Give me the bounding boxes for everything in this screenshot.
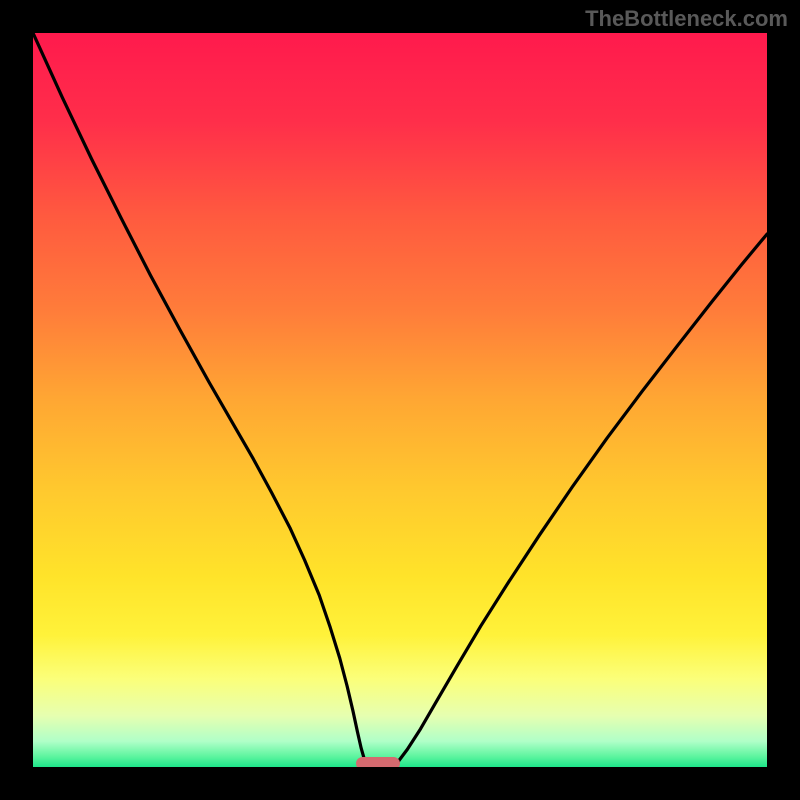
watermark-text: TheBottleneck.com — [585, 6, 788, 32]
bottleneck-curves — [33, 33, 767, 767]
right-curve — [393, 234, 767, 767]
plot-area — [33, 33, 767, 767]
left-curve — [33, 33, 368, 767]
trough-marker — [356, 757, 400, 767]
